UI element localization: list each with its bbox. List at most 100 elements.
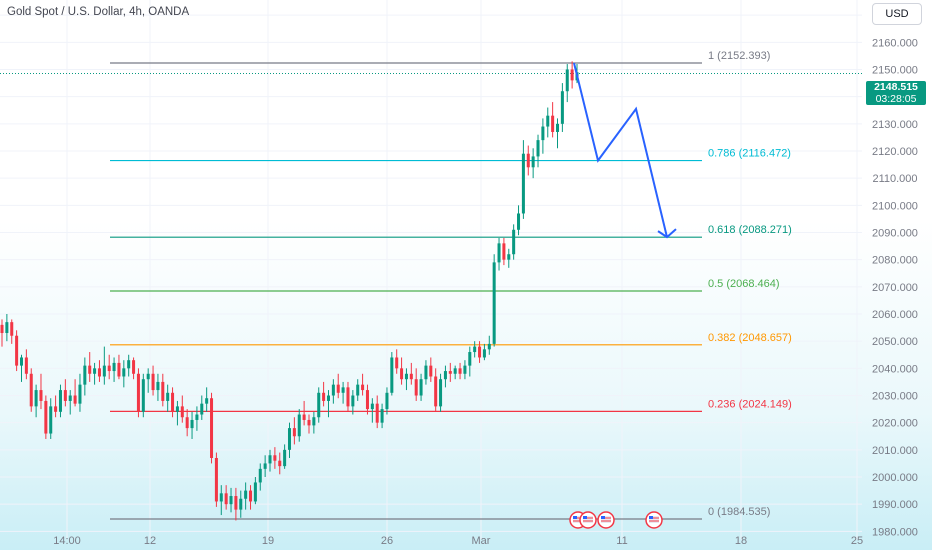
flag-canton [649, 516, 653, 519]
candle-body [205, 398, 209, 404]
candle-body [365, 390, 369, 410]
flag-canton [573, 516, 577, 519]
candle-body [88, 365, 92, 374]
candle-body [83, 365, 87, 385]
time-tick-label: 18 [735, 535, 747, 547]
candle-body [507, 254, 511, 260]
candle-body [521, 153, 525, 214]
candle-body [239, 498, 243, 510]
price-tick-label: 2050.000 [872, 336, 918, 348]
candle-body [44, 400, 48, 434]
us-flag-event-icon[interactable] [579, 511, 597, 529]
price-tick-label: 2020.000 [872, 418, 918, 430]
candle-body [180, 406, 184, 418]
candle-body [312, 417, 316, 426]
flag-canton [601, 516, 605, 519]
candle-body [302, 414, 306, 420]
candle-body [263, 463, 267, 469]
candle-body [68, 395, 72, 401]
candle-body [443, 371, 447, 380]
price-tick-label: 2060.000 [872, 309, 918, 321]
candle-body [292, 428, 296, 437]
candle-body [531, 156, 535, 168]
candle-body [468, 352, 472, 366]
grid-lines [0, 0, 862, 540]
candle-body [141, 379, 145, 412]
candle-body [482, 349, 486, 358]
candle-body [278, 460, 282, 467]
price-tick-label: 2030.000 [872, 391, 918, 403]
price-tick-label: 1990.000 [872, 499, 918, 511]
candle-body [24, 357, 28, 374]
last-price-tag: 2148.515 03:28:05 [866, 81, 926, 105]
candlestick-series [0, 61, 579, 521]
candle-body [473, 346, 477, 353]
candle-body [385, 392, 389, 410]
candle-body [102, 365, 106, 377]
candle-body [346, 387, 350, 407]
chart-title: Gold Spot / U.S. Dollar, 4h, OANDA [7, 6, 190, 18]
candle-body [258, 468, 262, 483]
candle-body [361, 384, 365, 391]
us-flag-event-icon[interactable] [597, 511, 615, 529]
candle-body [341, 387, 345, 393]
candle-body [273, 455, 277, 461]
price-tick-label: 2160.000 [872, 37, 918, 49]
price-tick-label: 1980.000 [872, 526, 918, 538]
candle-body [287, 428, 292, 450]
candle-body [463, 365, 467, 374]
candle-body [229, 496, 233, 505]
candle-body [93, 368, 97, 374]
projection-path[interactable] [573, 62, 677, 239]
candle-body [434, 376, 438, 407]
fib-level-label: 0.5 (2068.464) [708, 278, 780, 290]
candle-body [541, 126, 545, 141]
time-axis[interactable]: 14:00 12 19 26 Mar 11 18 25 [53, 535, 863, 547]
candle-body [249, 490, 253, 502]
fib-level-label: 0 (1984.535) [708, 506, 770, 518]
candle-body [156, 381, 160, 391]
price-tick-label: 2090.000 [872, 227, 918, 239]
candle-body [171, 392, 175, 412]
candle-body [49, 406, 53, 434]
candle-body [497, 243, 501, 263]
currency-button[interactable]: USD [872, 3, 922, 25]
candle-body [307, 419, 311, 426]
candle-body [395, 357, 399, 369]
price-tick-label: 2040.000 [872, 363, 918, 375]
bar-countdown: 03:28:05 [875, 93, 917, 105]
economic-event-markers[interactable] [569, 511, 663, 529]
candle-body [429, 365, 433, 377]
candle-body [97, 368, 101, 377]
candle-body [146, 373, 150, 380]
price-axis[interactable]: 2170.0002160.0002150.0002140.0002130.000… [872, 10, 918, 538]
candle-body [453, 368, 457, 374]
price-tick-label: 2130.000 [872, 119, 918, 131]
candle-body [112, 362, 116, 372]
candle-body [502, 243, 506, 260]
price-tick-label: 2100.000 [872, 200, 918, 212]
fib-level-label: 0.786 (2116.472) [708, 148, 791, 160]
price-tick-label: 2120.000 [872, 146, 918, 158]
candle-body [297, 414, 301, 437]
candle-body [34, 390, 38, 407]
candle-body [317, 392, 321, 418]
candle-body [404, 373, 408, 380]
candle-body [190, 419, 194, 429]
price-tick-label: 2010.000 [872, 445, 918, 457]
candle-body [117, 362, 121, 377]
candle-body [478, 346, 482, 358]
candle-body [424, 365, 428, 380]
candle-body [517, 213, 521, 230]
price-tick-label: 2000.000 [872, 472, 918, 484]
fib-level-label: 0.236 (2024.149) [708, 398, 792, 410]
flag-field [649, 516, 659, 523]
us-flag-event-icon[interactable] [645, 511, 663, 529]
candle-body [151, 373, 155, 391]
candle-body [244, 490, 248, 499]
candle-body [419, 379, 423, 396]
projection-arrow-head [657, 228, 677, 239]
candle-body [560, 91, 564, 124]
candle-body [10, 322, 14, 336]
